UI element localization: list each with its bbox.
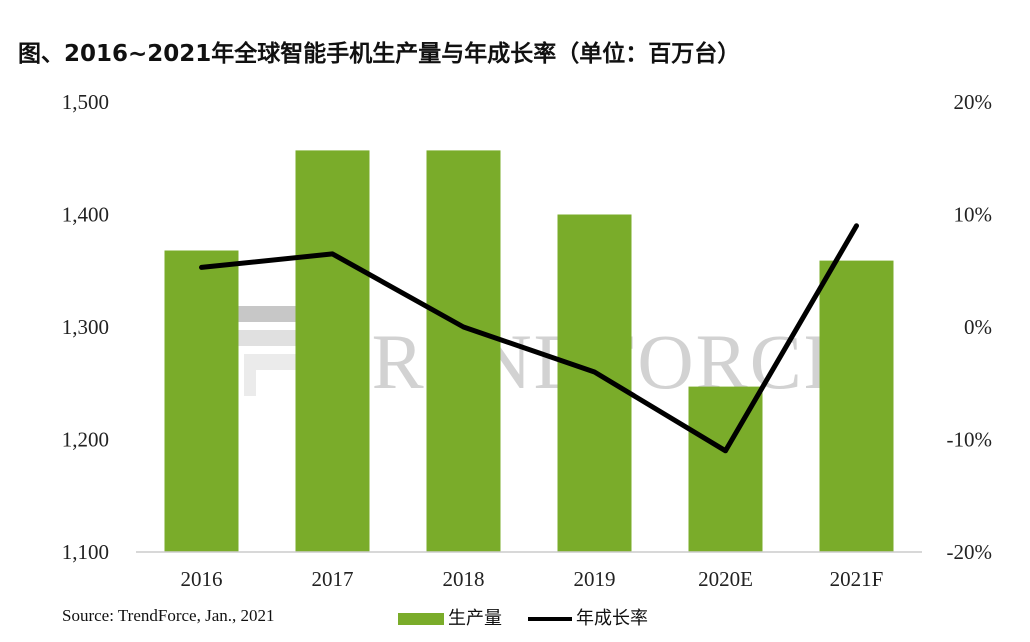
- x-tick-label: 2017: [312, 567, 354, 591]
- x-tick-label: 2021F: [830, 567, 884, 591]
- y-right-tick-label: -10%: [947, 428, 993, 452]
- y-right-tick-label: 10%: [954, 203, 993, 227]
- y-right-tick-label: 0%: [964, 315, 992, 339]
- y-right-tick-label: 20%: [954, 90, 993, 114]
- y-right-tick-label: -20%: [947, 540, 993, 564]
- growth-point-2020E: [724, 449, 727, 453]
- legend-item-growth: 年成长率: [528, 604, 648, 630]
- x-tick-label: 2019: [574, 567, 616, 591]
- bar-2021F: [819, 260, 894, 552]
- y-left-tick-label: 1,100: [62, 540, 109, 564]
- legend-item-production: 生产量: [398, 604, 502, 630]
- x-tick-label: 2018: [443, 567, 485, 591]
- legend-line-swatch: [528, 617, 572, 621]
- y-left-tick-label: 1,400: [62, 203, 109, 227]
- growth-point-2019: [593, 370, 596, 374]
- bar-2018: [426, 150, 501, 552]
- legend-label-production: 生产量: [448, 608, 502, 629]
- y-left-tick-label: 1,300: [62, 315, 109, 339]
- bar-2017: [295, 150, 370, 552]
- bar-2016: [164, 250, 239, 552]
- legend-label-growth: 年成长率: [576, 608, 648, 629]
- growth-point-2021F: [855, 224, 858, 228]
- growth-point-2016: [200, 265, 203, 269]
- growth-point-2018: [462, 325, 465, 329]
- bar-2020E: [688, 386, 763, 552]
- x-tick-label: 2020E: [698, 567, 753, 591]
- chart-title: 图、2016~2021年全球智能手机生产量与年成长率（单位：百万台）: [18, 41, 741, 67]
- bar-2019: [557, 214, 632, 552]
- x-tick-label: 2016: [181, 567, 223, 591]
- growth-point-2017: [331, 252, 334, 256]
- legend-bar-swatch: [398, 613, 444, 625]
- y-left-tick-label: 1,500: [62, 90, 109, 114]
- y-left-tick-label: 1,200: [62, 428, 109, 452]
- source-note: Source: TrendForce, Jan., 2021: [62, 606, 275, 625]
- growth-rate-line: [199, 223, 859, 454]
